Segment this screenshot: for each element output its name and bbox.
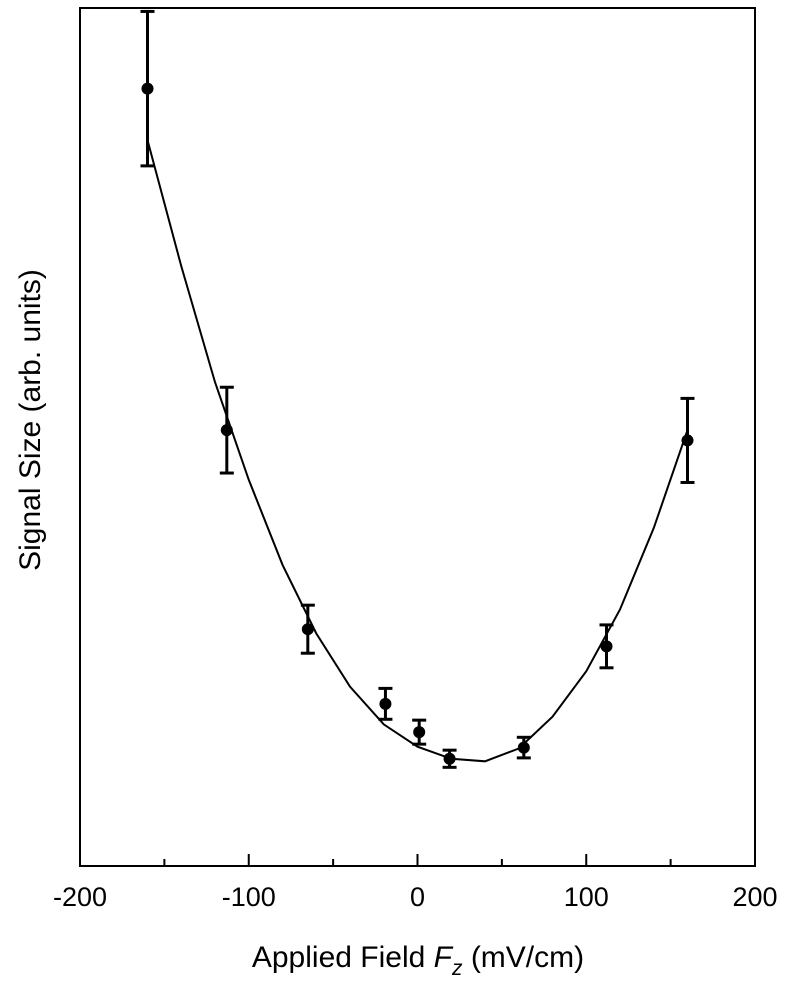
- data-points: [141, 82, 694, 765]
- data-point: [220, 424, 233, 437]
- x-axis-label: Applied Field Fz (mV/cm): [252, 941, 584, 982]
- x-tick-label: 0: [410, 882, 425, 912]
- data-point: [600, 640, 613, 653]
- x-tick-label: -200: [53, 882, 107, 912]
- data-point: [681, 434, 694, 447]
- data-point: [413, 726, 426, 739]
- data-point: [379, 697, 392, 710]
- y-axis-label: Signal Size (arb. units): [14, 269, 47, 571]
- x-axis-label-text: Applied Field: [252, 941, 425, 974]
- fit-curve: [146, 139, 689, 763]
- data-point: [443, 752, 456, 765]
- x-axis-label-units: (mV/cm): [471, 941, 584, 974]
- x-tick-labels: -200 -100 0 100 200: [53, 882, 778, 912]
- data-point: [141, 82, 154, 95]
- data-point: [517, 741, 530, 754]
- axis-ticks: [79, 854, 756, 866]
- data-point: [301, 623, 314, 636]
- x-tick-label: -100: [222, 882, 276, 912]
- x-axis-label-subscript: z: [451, 957, 463, 980]
- x-tick-label: 200: [732, 882, 777, 912]
- error-bars: [140, 9, 695, 769]
- x-tick-label: 100: [564, 882, 609, 912]
- x-axis-label-symbol: F: [434, 941, 454, 974]
